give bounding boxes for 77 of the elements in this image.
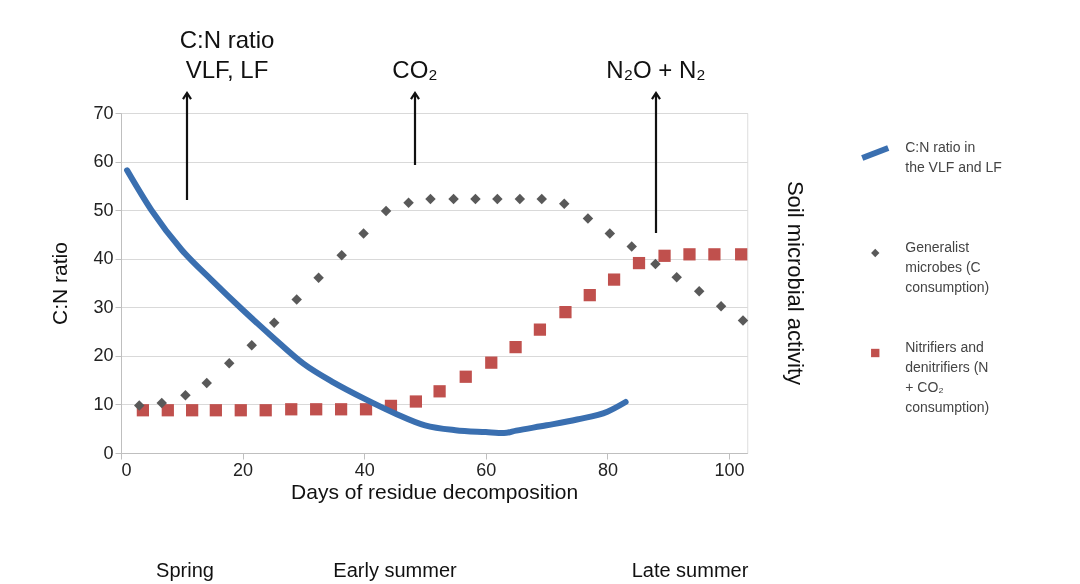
point	[607, 273, 621, 286]
text: Late summer	[631, 559, 749, 581]
text: Early summer	[333, 559, 458, 581]
point	[259, 404, 272, 417]
point	[470, 193, 481, 205]
point	[626, 241, 637, 252]
point	[671, 271, 682, 283]
point	[334, 403, 348, 416]
point	[409, 395, 422, 408]
point	[715, 301, 727, 312]
point	[380, 205, 392, 217]
x-tick-label: 80	[597, 459, 618, 480]
point	[358, 228, 369, 239]
point	[246, 339, 257, 351]
point	[559, 306, 572, 319]
point	[536, 193, 547, 205]
point	[582, 213, 594, 224]
legend-label: C:N ratio in the VLF and LF	[905, 139, 1002, 175]
text: Spring	[156, 559, 214, 581]
y-tick-label: 10	[93, 393, 114, 414]
point	[186, 404, 199, 417]
point	[223, 357, 235, 369]
point	[558, 198, 570, 210]
y-tick-label: 0	[103, 442, 114, 463]
point	[310, 403, 323, 416]
point	[433, 385, 446, 398]
point	[604, 228, 616, 239]
point	[313, 272, 324, 283]
point	[492, 193, 503, 205]
y-tick-label: 70	[93, 102, 114, 123]
x-tick-label: 100	[714, 459, 745, 480]
x-axis-title: Days of residue decomposition	[291, 479, 579, 503]
y-tick-label: 60	[93, 151, 114, 172]
point	[359, 403, 373, 416]
x-tick-label: 60	[476, 459, 497, 480]
y-tick-label: 40	[93, 248, 114, 269]
text: C:N ratio VLF, LF	[179, 26, 275, 83]
point	[632, 256, 646, 270]
x-tick-label: 20	[233, 459, 254, 480]
point	[533, 323, 547, 336]
y-tick-label: 50	[93, 199, 114, 220]
point	[425, 193, 436, 205]
x-tick-label: 40	[354, 459, 375, 480]
y-axis-title: C:N ratio	[48, 242, 72, 325]
point	[448, 193, 459, 205]
point	[403, 197, 414, 209]
x-tick-label: 0	[121, 459, 132, 480]
legend-label: Generalist microbes (C consumption)	[905, 239, 990, 295]
point	[514, 193, 526, 205]
legend-label: Nitrifiers and denitrifiers (N + CO₂ consumption)	[905, 339, 990, 415]
y2-axis-title: Soil microbial activity	[783, 180, 809, 386]
point	[234, 404, 247, 417]
point	[459, 370, 472, 383]
point	[583, 289, 596, 302]
point	[336, 250, 347, 261]
y-tick-label: 30	[93, 296, 114, 317]
point	[650, 258, 661, 270]
point	[201, 377, 212, 389]
point	[693, 286, 705, 297]
point	[485, 356, 498, 369]
point	[161, 404, 174, 417]
point	[737, 315, 749, 326]
text: N₂O + N₂	[606, 56, 706, 83]
point	[209, 404, 222, 417]
point	[156, 397, 167, 409]
point	[134, 400, 145, 411]
text: CO₂	[392, 56, 438, 83]
point	[735, 248, 748, 261]
point	[683, 248, 696, 261]
point	[285, 403, 298, 416]
point	[180, 389, 191, 401]
y-tick-label: 20	[93, 345, 114, 366]
point	[658, 249, 671, 262]
point	[708, 248, 721, 261]
point	[291, 294, 302, 305]
point	[268, 317, 280, 329]
point	[509, 340, 522, 354]
